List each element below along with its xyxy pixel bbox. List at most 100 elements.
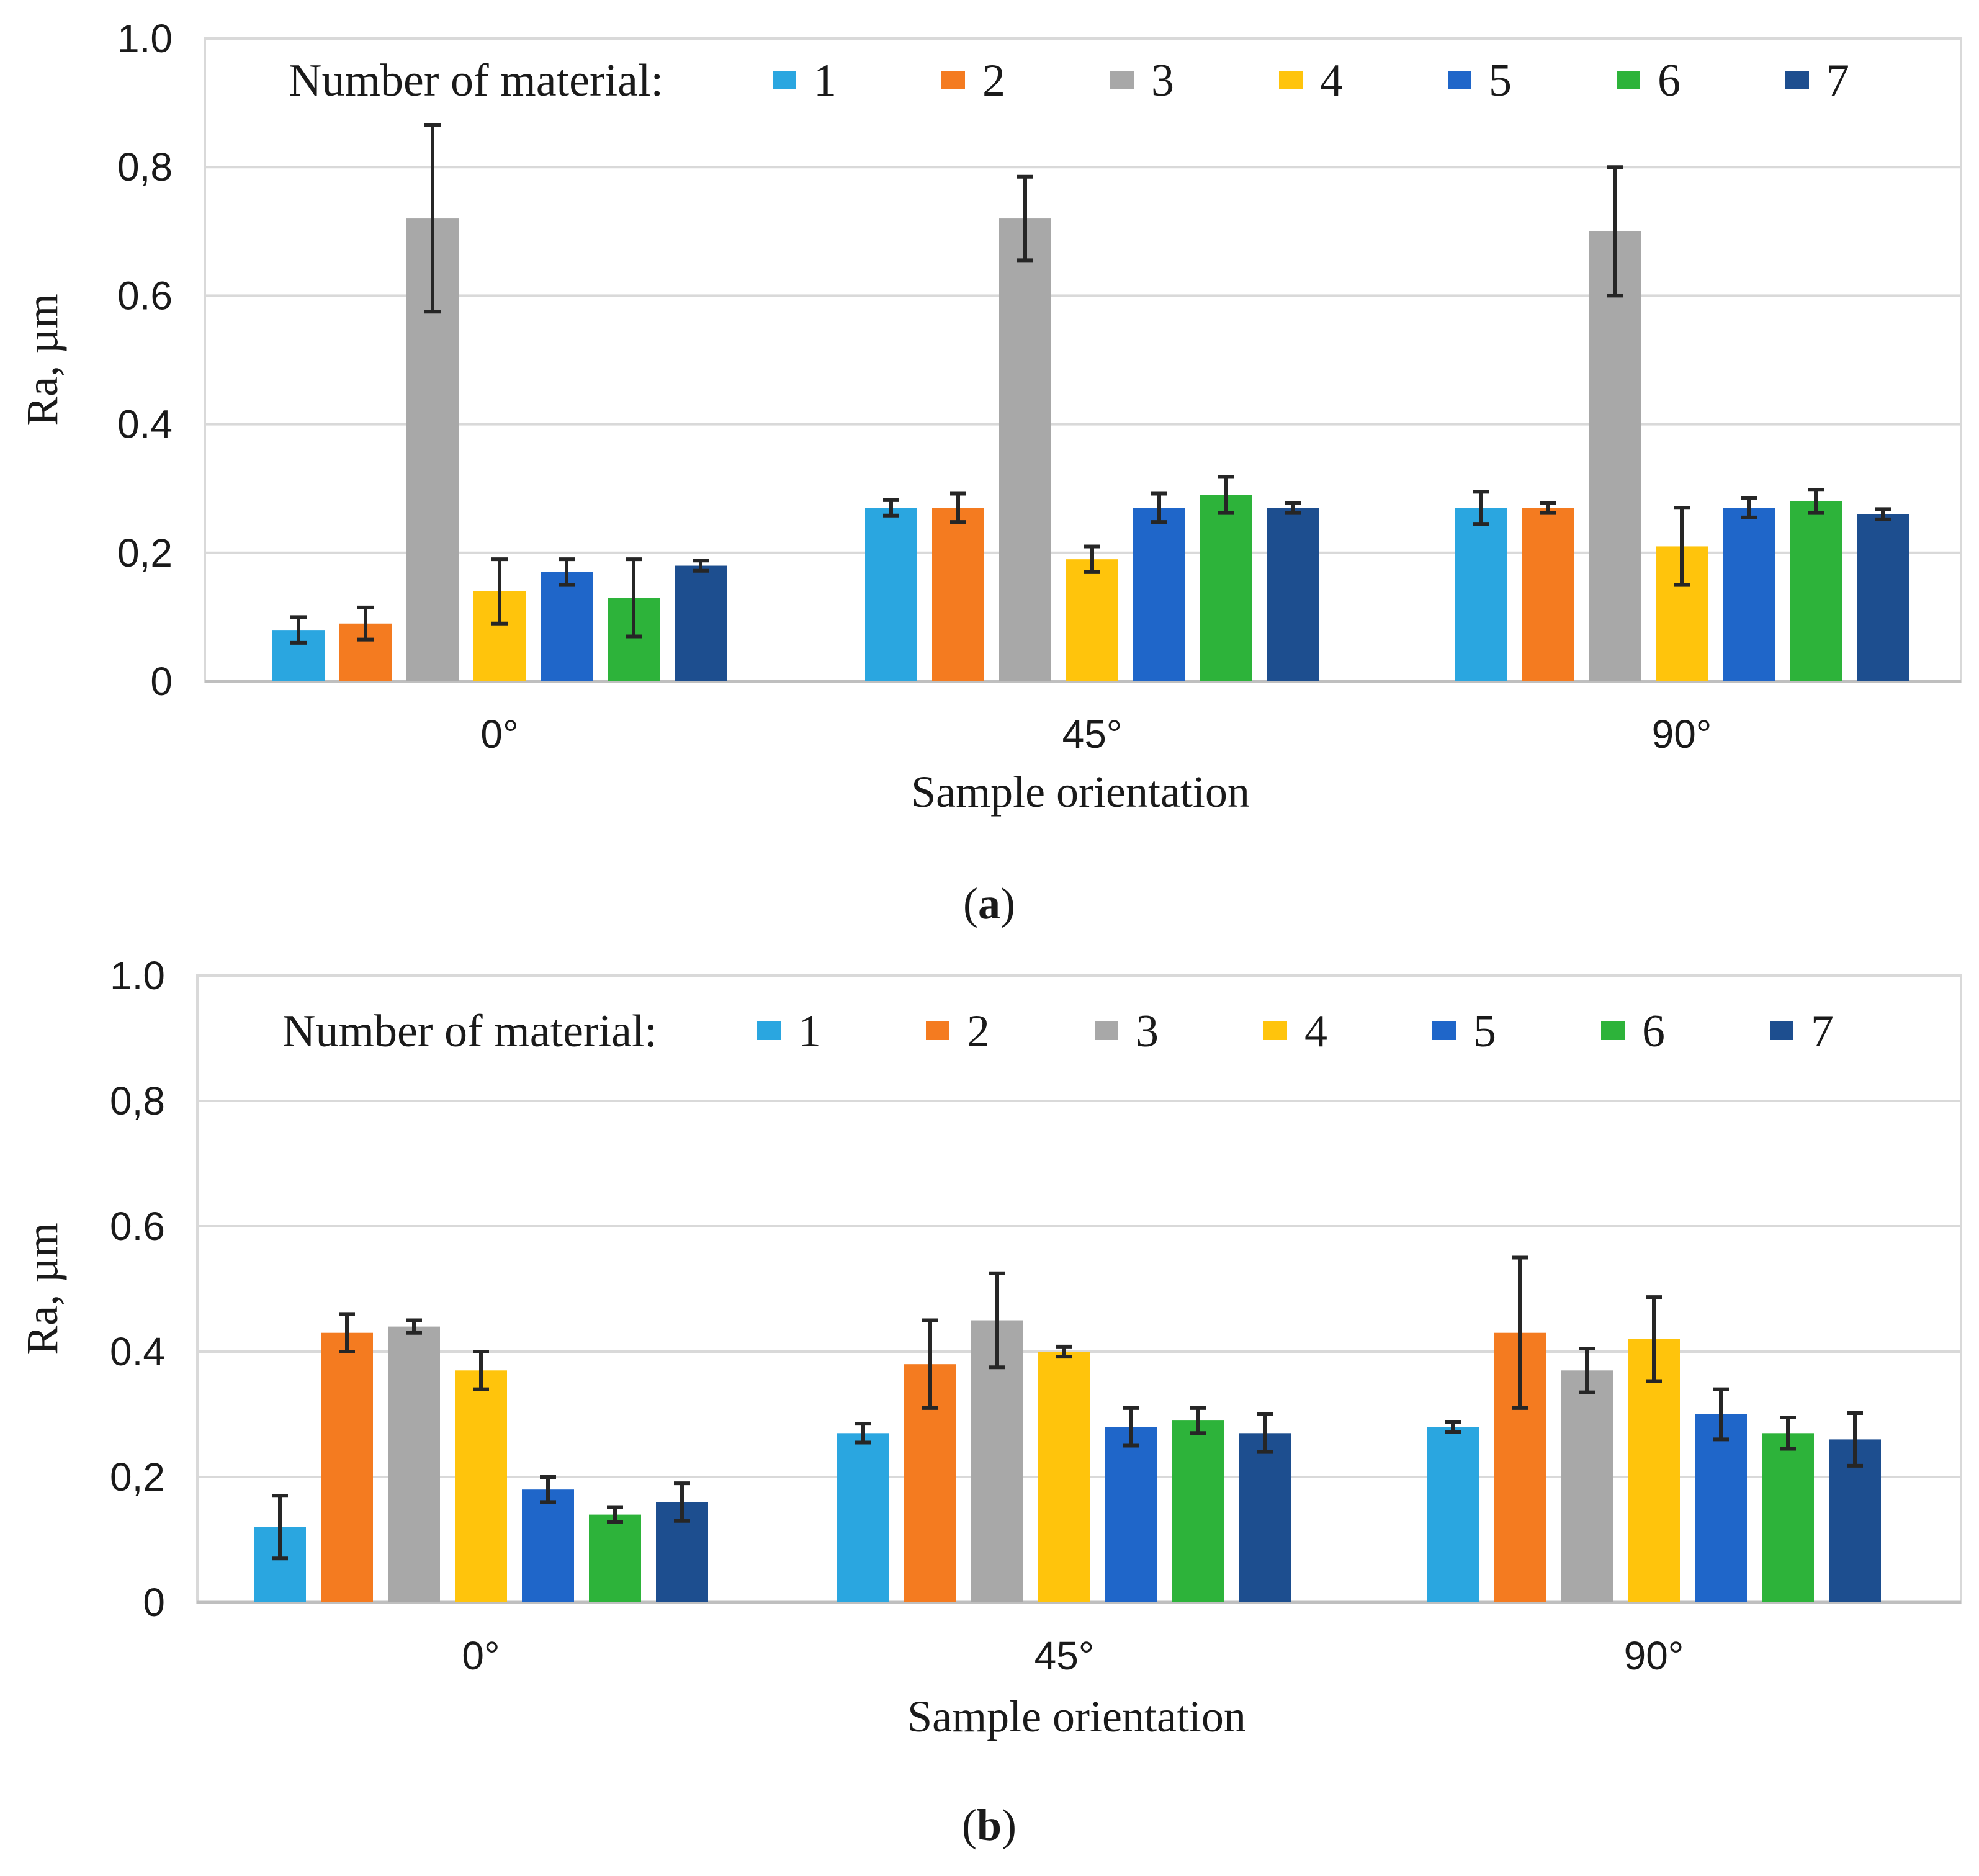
error-bar — [339, 1312, 355, 1353]
bar-series-6-90deg — [1762, 1433, 1814, 1602]
error-bar — [1285, 500, 1301, 515]
error-bar — [1875, 507, 1891, 521]
legend-label-2: 2 — [967, 1006, 990, 1057]
y-tick-label: 1.0 — [110, 953, 165, 998]
error-bar — [607, 1505, 623, 1524]
error-bar — [290, 615, 307, 645]
bar-series-2-45deg — [932, 508, 984, 681]
x-tick-labels: 0° 45° 90° — [462, 1633, 1684, 1678]
error-bar — [406, 1318, 422, 1335]
legend-swatch-2 — [926, 1021, 949, 1040]
error-bar — [424, 123, 441, 314]
bar-series-1-45deg — [837, 1433, 889, 1602]
error-bar — [1808, 488, 1824, 515]
legend-swatch-7 — [1785, 71, 1809, 89]
x-axis-title: Sample orientation — [911, 767, 1250, 817]
bar-series-1-90deg — [1427, 1427, 1479, 1602]
legend-label-5: 5 — [1489, 55, 1512, 106]
error-bar — [272, 1494, 288, 1561]
bar-series-2-0deg — [321, 1332, 373, 1602]
legend-swatch-2 — [941, 71, 965, 89]
error-bar — [1190, 1406, 1206, 1435]
bar-series-5-90deg — [1723, 508, 1775, 681]
y-tick-label: 0,8 — [110, 1079, 165, 1123]
x-tick-label: 45° — [1062, 712, 1123, 756]
error-bar — [989, 1271, 1005, 1370]
legend-label-1: 1 — [814, 55, 837, 106]
legend-label-4: 4 — [1320, 55, 1343, 106]
legend-label-7: 7 — [1811, 1006, 1834, 1057]
legend-swatch-4 — [1279, 71, 1303, 89]
bar-series-3-45deg — [999, 218, 1051, 682]
error-bars — [290, 123, 1891, 645]
error-bar — [1780, 1416, 1796, 1451]
bar-series-4-45deg — [1038, 1352, 1090, 1602]
legend-label-4: 4 — [1304, 1006, 1327, 1057]
error-bar — [1847, 1411, 1863, 1468]
error-bar — [473, 1350, 489, 1391]
error-bar — [922, 1318, 938, 1410]
legend-swatch-5 — [1448, 71, 1471, 89]
error-bar — [1257, 1412, 1273, 1454]
chart-panel-a: 0 0,2 0.4 0.6 0,8 1.0 0° 45° 90° Number of mate… — [17, 16, 1962, 928]
legend-label-7: 7 — [1826, 55, 1849, 106]
bar-series-1-90deg — [1455, 508, 1507, 681]
legend-swatch-1 — [773, 71, 796, 89]
bar-series-7-0deg — [675, 565, 727, 681]
legend-swatch-5 — [1432, 1021, 1456, 1040]
legend-swatch-4 — [1263, 1021, 1287, 1040]
bars — [272, 218, 1909, 682]
error-bar — [540, 1475, 556, 1504]
legend-label-5: 5 — [1473, 1006, 1496, 1057]
bar-series-5-45deg — [1105, 1427, 1157, 1602]
y-tick-labels: 0 0,2 0.4 0.6 0,8 1.0 — [117, 16, 173, 704]
panel-caption: (a) — [963, 879, 1015, 928]
error-bar — [1607, 165, 1623, 298]
legend: Number of material: 1 2 3 4 5 6 7 — [282, 1006, 1834, 1057]
error-bar — [855, 1422, 871, 1445]
legend-label-6: 6 — [1642, 1006, 1665, 1057]
error-bar — [1017, 174, 1033, 263]
bar-series-6-45deg — [1172, 1420, 1224, 1602]
bar-series-3-90deg — [1589, 231, 1641, 681]
y-axis-title: Ra, µm — [17, 294, 67, 426]
error-bar — [559, 557, 575, 587]
y-tick-label: 0.6 — [110, 1204, 165, 1249]
x-tick-labels: 0° 45° 90° — [480, 712, 1712, 756]
error-bar — [357, 605, 374, 642]
bar-series-5-45deg — [1133, 508, 1185, 681]
legend-title: Number of material: — [289, 55, 663, 106]
bar-series-4-45deg — [1066, 559, 1118, 681]
bar-series-6-45deg — [1200, 495, 1252, 681]
legend-label-3: 3 — [1136, 1006, 1159, 1057]
error-bar — [1713, 1387, 1729, 1442]
error-bar — [1674, 506, 1690, 587]
bar-series-7-90deg — [1857, 514, 1909, 681]
x-tick-label: 90° — [1652, 712, 1712, 756]
error-bar — [883, 498, 899, 518]
x-tick-label: 90° — [1624, 1633, 1684, 1678]
bar-series-6-0deg — [589, 1514, 641, 1602]
error-bar — [950, 491, 966, 524]
panel-caption-letter: b — [977, 1800, 1002, 1850]
legend-swatch-3 — [1110, 71, 1134, 89]
y-tick-label: 0 — [150, 659, 173, 704]
y-tick-label: 1.0 — [117, 16, 173, 61]
bar-series-6-90deg — [1790, 501, 1842, 681]
x-tick-label: 45° — [1034, 1633, 1095, 1678]
legend-swatch-6 — [1601, 1021, 1625, 1040]
bar-series-3-90deg — [1561, 1370, 1613, 1602]
bar-series-3-0deg — [388, 1326, 440, 1602]
bar-series-5-90deg — [1695, 1414, 1747, 1602]
error-bar — [1445, 1420, 1461, 1434]
y-tick-label: 0.4 — [117, 402, 173, 447]
legend-label-6: 6 — [1658, 55, 1681, 106]
chart-panel-b: 0 0,2 0.4 0.6 0,8 1.0 0° 45° 90° Number of mate… — [17, 953, 1962, 1850]
bars — [254, 1320, 1881, 1602]
y-tick-label: 0 — [143, 1580, 165, 1625]
error-bars — [272, 1255, 1863, 1561]
error-bar — [1512, 1255, 1528, 1410]
error-bar — [1741, 496, 1757, 519]
x-tick-label: 0° — [462, 1633, 500, 1678]
bar-series-2-90deg — [1522, 508, 1574, 681]
